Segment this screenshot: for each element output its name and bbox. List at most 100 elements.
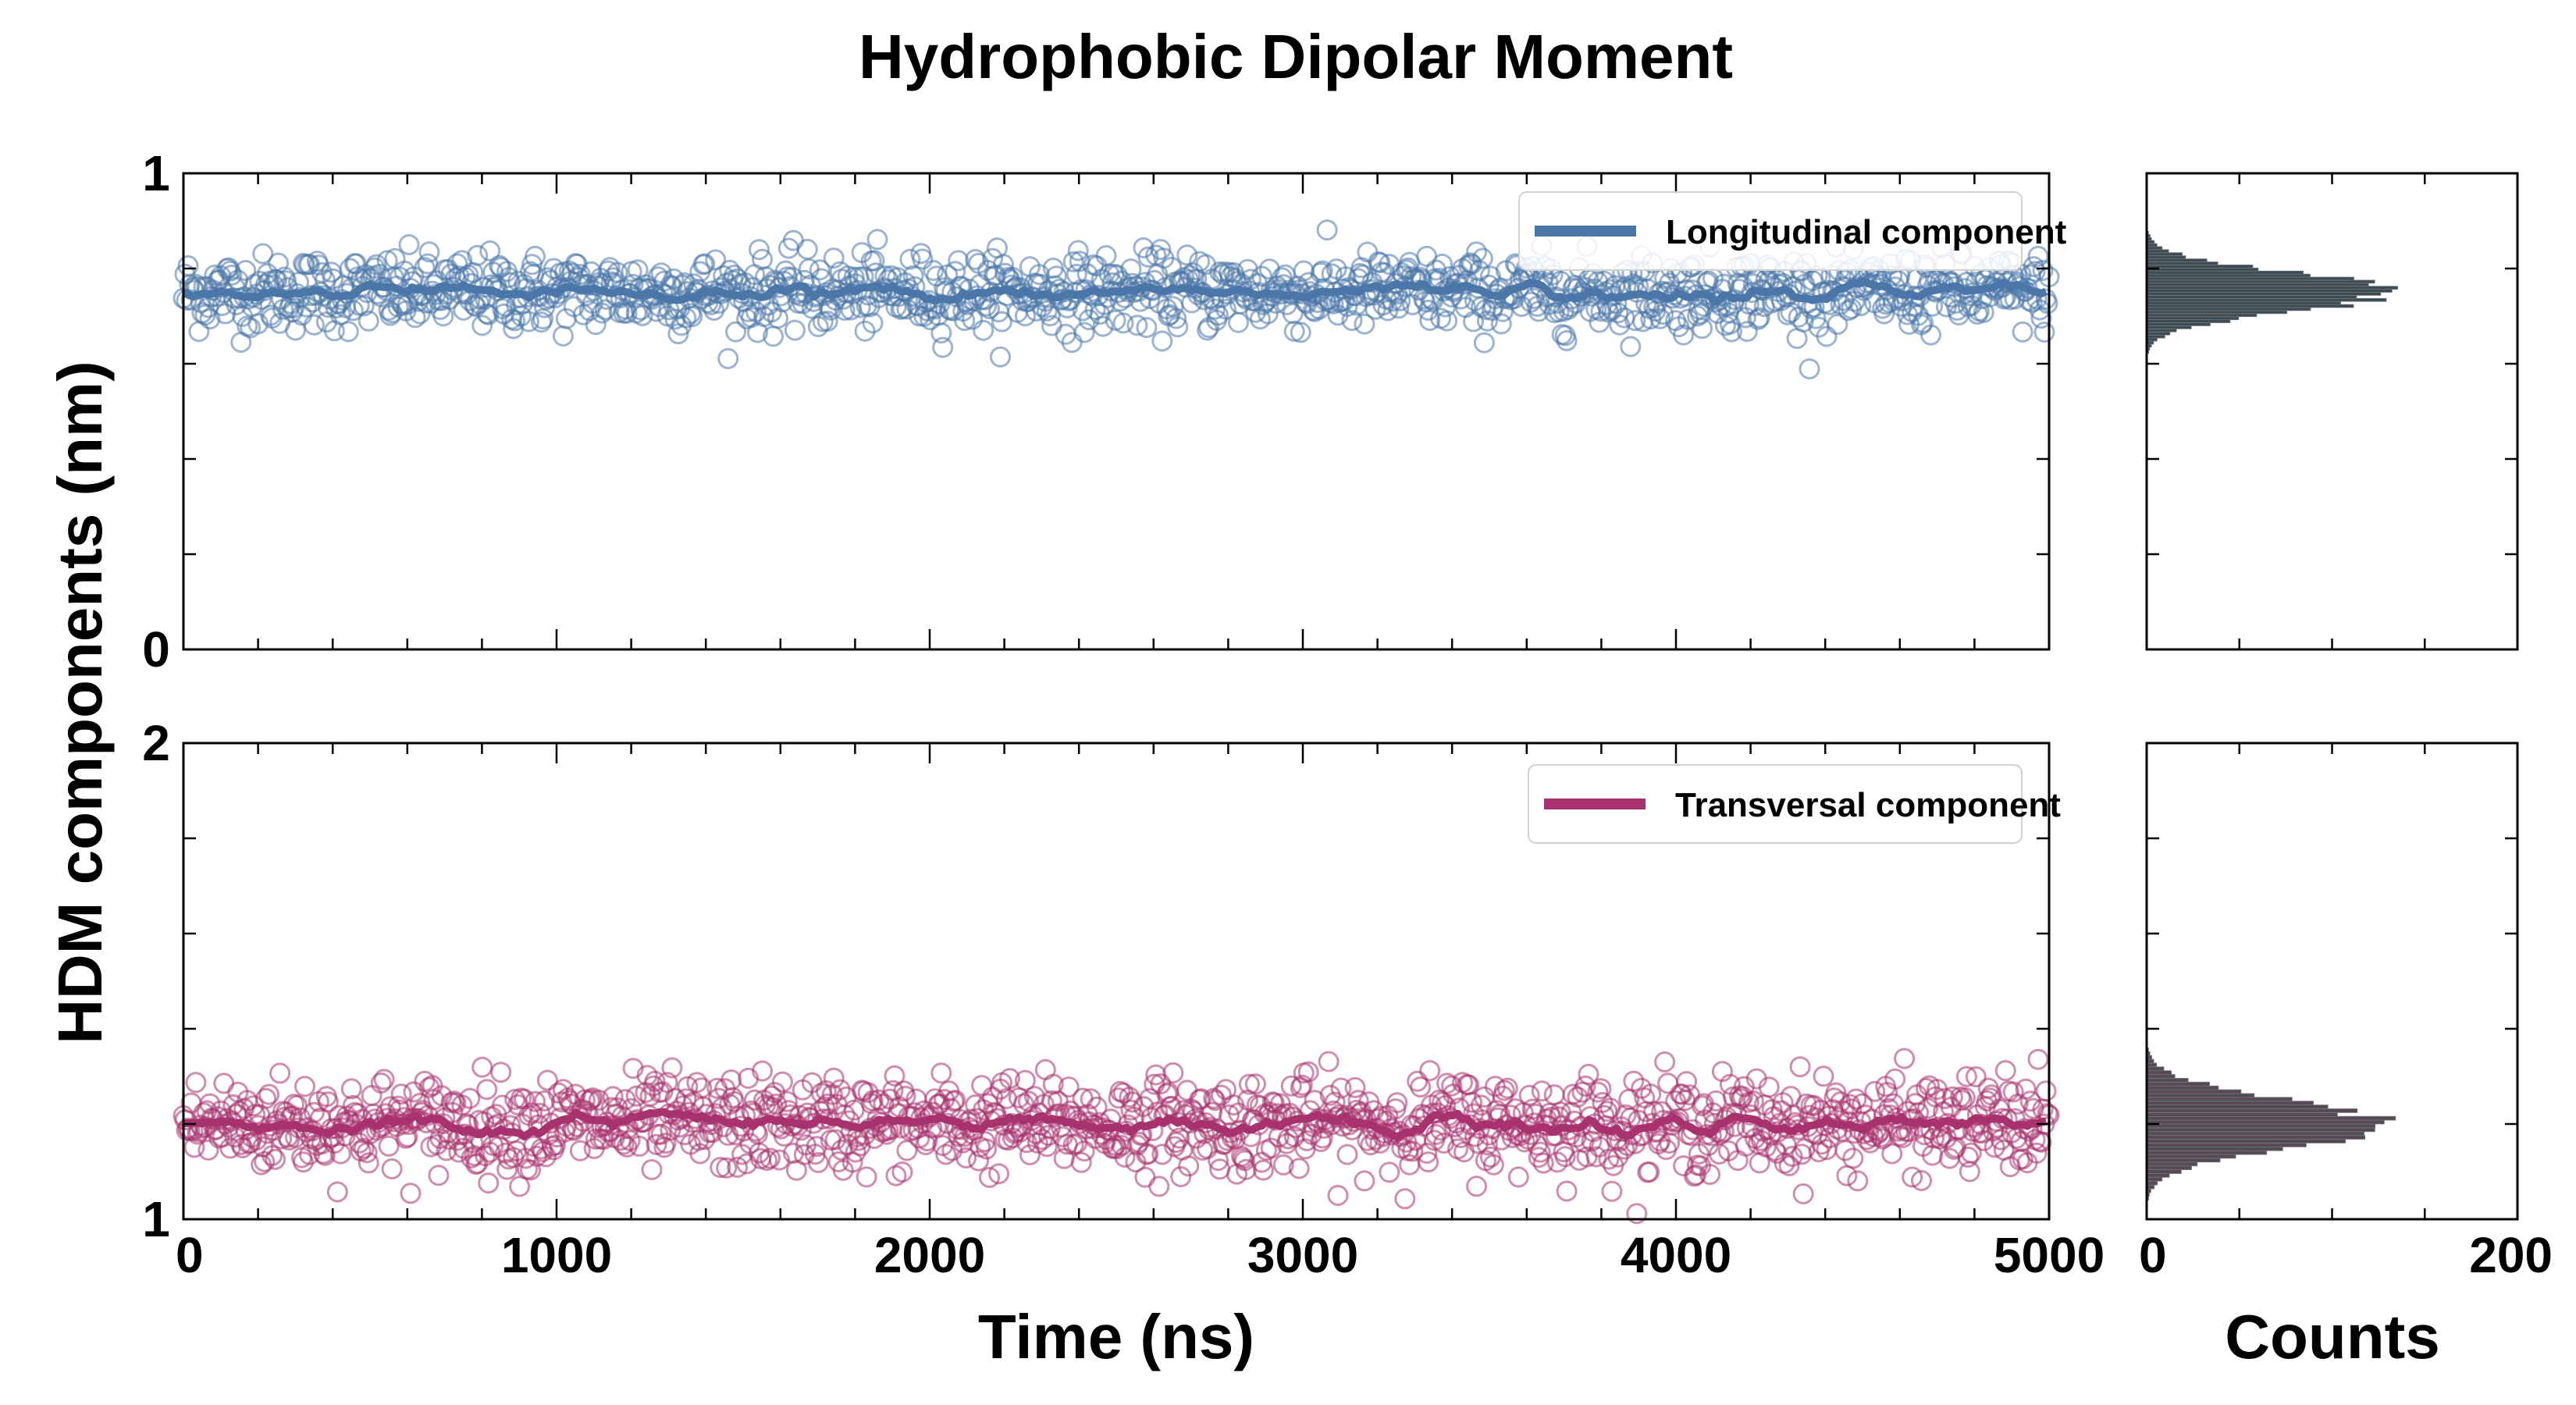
x-tick-label: 0 <box>176 1227 204 1283</box>
data-point <box>569 1140 591 1161</box>
data-point <box>1941 1086 1963 1108</box>
data-point <box>689 1143 711 1165</box>
histogram-bar <box>2146 1154 2236 1159</box>
data-point <box>1388 297 1410 319</box>
data-point <box>358 310 379 332</box>
top-histogram-panel <box>2145 172 2519 651</box>
data-point <box>1781 1146 1803 1167</box>
data-point <box>492 1094 514 1116</box>
data-point <box>1389 290 1411 311</box>
bottom-histogram-frame <box>2145 742 2519 1221</box>
histogram-bar <box>2146 286 2399 290</box>
data-point <box>694 253 716 275</box>
data-point <box>440 263 462 285</box>
data-point <box>1357 241 1379 263</box>
histogram-bar <box>2146 1085 2219 1090</box>
data-point <box>1783 1104 1805 1126</box>
data-point <box>845 1141 866 1163</box>
data-point <box>552 325 574 347</box>
top-histogram-frame <box>2145 172 2519 651</box>
data-point <box>1507 1166 1529 1188</box>
data-point <box>591 302 613 324</box>
data-point <box>213 1072 235 1094</box>
data-point <box>1692 1095 1713 1117</box>
data-point <box>639 1085 661 1107</box>
data-point <box>1957 1146 1979 1168</box>
histogram-bar <box>2146 1066 2165 1072</box>
x-tick-label: 5000 <box>1994 1227 2105 1283</box>
data-point <box>686 1072 708 1094</box>
y-tick-label: 2 <box>142 715 170 771</box>
data-point <box>317 1091 339 1113</box>
data-point <box>930 322 952 344</box>
data-point <box>1028 264 1050 286</box>
data-point <box>766 1094 787 1115</box>
top-legend: Longitudinal component <box>1518 191 2067 271</box>
data-point <box>525 1090 546 1112</box>
data-point <box>1736 321 1758 343</box>
data-point <box>1073 322 1095 343</box>
data-point <box>1911 1170 1932 1191</box>
histogram-bar <box>2146 1180 2158 1186</box>
data-point <box>467 244 489 266</box>
data-point <box>395 1127 417 1149</box>
data-point <box>1601 1180 1623 1202</box>
data-point <box>2015 1078 2037 1100</box>
data-point <box>1215 298 1236 320</box>
data-point <box>1429 1090 1450 1111</box>
histogram-bar <box>2146 1089 2242 1094</box>
histogram-bar <box>2146 297 2387 302</box>
data-point <box>1585 1146 1607 1168</box>
data-point <box>1324 1091 1346 1113</box>
data-point <box>1607 302 1629 324</box>
data-point <box>490 1062 512 1083</box>
data-point <box>1830 1091 1852 1113</box>
histogram-bar <box>2146 283 2369 287</box>
data-point <box>1742 1090 1764 1112</box>
data-point <box>1598 1148 1620 1170</box>
data-point <box>404 307 426 329</box>
data-point <box>378 1135 400 1157</box>
histogram-bar <box>2146 270 2304 275</box>
data-point <box>829 1079 851 1101</box>
data-point <box>381 1158 403 1179</box>
data-point <box>467 1153 489 1174</box>
data-point <box>265 1148 286 1170</box>
data-point <box>1649 308 1671 329</box>
histogram-bar <box>2146 1074 2176 1079</box>
data-point <box>1461 1091 1482 1113</box>
data-point <box>971 1075 993 1097</box>
data-point <box>1067 240 1089 261</box>
data-point <box>784 319 806 341</box>
data-point <box>1283 1126 1305 1147</box>
data-point <box>1708 1144 1730 1165</box>
data-point <box>724 1090 745 1112</box>
histogram-bar <box>2146 310 2288 315</box>
data-point <box>1228 311 1249 333</box>
data-point <box>1554 1146 1576 1168</box>
histogram-bar <box>2146 1143 2307 1147</box>
data-point <box>810 268 832 290</box>
data-point <box>999 1068 1020 1090</box>
data-point <box>496 1158 518 1180</box>
data-point <box>199 308 221 330</box>
data-point <box>1244 1073 1266 1095</box>
data-point <box>932 336 954 358</box>
data-point <box>1493 1080 1515 1101</box>
data-point <box>982 247 1003 269</box>
data-point <box>1066 263 1087 285</box>
data-point <box>1894 1048 1916 1069</box>
data-point <box>418 241 440 263</box>
data-point <box>2037 293 2058 315</box>
data-point <box>1466 1176 1487 1197</box>
data-point <box>2002 1081 2024 1103</box>
data-point <box>1386 1092 1408 1114</box>
data-point <box>1419 1060 1441 1082</box>
y-tick-label: 1 <box>142 1191 170 1247</box>
x-tick-label: 200 <box>2469 1227 2553 1283</box>
data-point <box>1471 247 1493 269</box>
data-point <box>760 1147 781 1169</box>
data-point <box>1151 330 1173 352</box>
data-point <box>326 1181 348 1203</box>
